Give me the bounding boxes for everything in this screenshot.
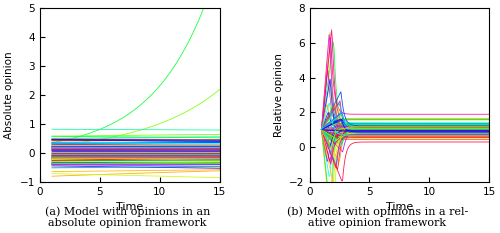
Text: (b) Model with opinions in a rel-
ative opinion framework: (b) Model with opinions in a rel- ative … [287, 206, 468, 228]
Text: (a) Model with opinions in an
absolute opinion framework: (a) Model with opinions in an absolute o… [45, 206, 210, 228]
Y-axis label: Relative opinion: Relative opinion [274, 53, 283, 137]
X-axis label: Time: Time [116, 202, 143, 212]
X-axis label: Time: Time [386, 202, 413, 212]
Y-axis label: Absolute opinion: Absolute opinion [4, 51, 14, 139]
